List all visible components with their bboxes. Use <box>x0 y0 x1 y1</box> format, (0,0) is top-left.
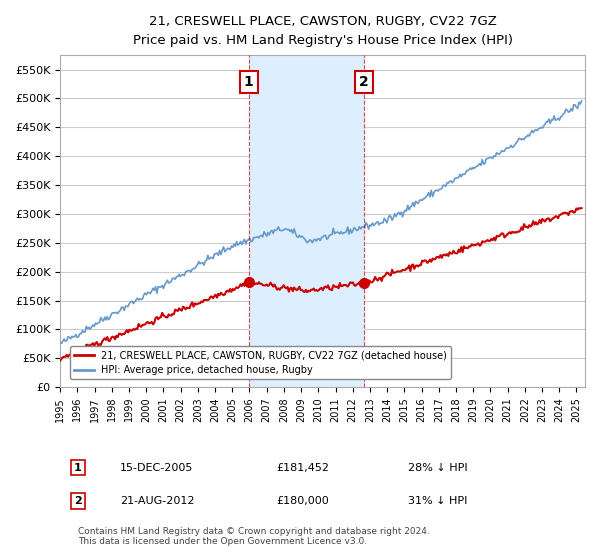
Text: £181,452: £181,452 <box>276 463 329 473</box>
Text: 31% ↓ HPI: 31% ↓ HPI <box>408 496 467 506</box>
Text: 1: 1 <box>74 463 82 473</box>
Text: Contains HM Land Registry data © Crown copyright and database right 2024.
This d: Contains HM Land Registry data © Crown c… <box>78 527 430 546</box>
Text: 2: 2 <box>74 496 82 506</box>
Text: 1: 1 <box>244 74 254 88</box>
Bar <box>249 55 364 387</box>
Text: 28% ↓ HPI: 28% ↓ HPI <box>408 463 467 473</box>
Text: 21-AUG-2012: 21-AUG-2012 <box>120 496 194 506</box>
Text: 15-DEC-2005: 15-DEC-2005 <box>120 463 193 473</box>
Legend: 21, CRESWELL PLACE, CAWSTON, RUGBY, CV22 7GZ (detached house), HPI: Average pric: 21, CRESWELL PLACE, CAWSTON, RUGBY, CV22… <box>70 347 451 379</box>
Text: £180,000: £180,000 <box>276 496 329 506</box>
Title: 21, CRESWELL PLACE, CAWSTON, RUGBY, CV22 7GZ
Price paid vs. HM Land Registry's H: 21, CRESWELL PLACE, CAWSTON, RUGBY, CV22… <box>133 15 512 47</box>
Text: 2: 2 <box>359 74 368 88</box>
